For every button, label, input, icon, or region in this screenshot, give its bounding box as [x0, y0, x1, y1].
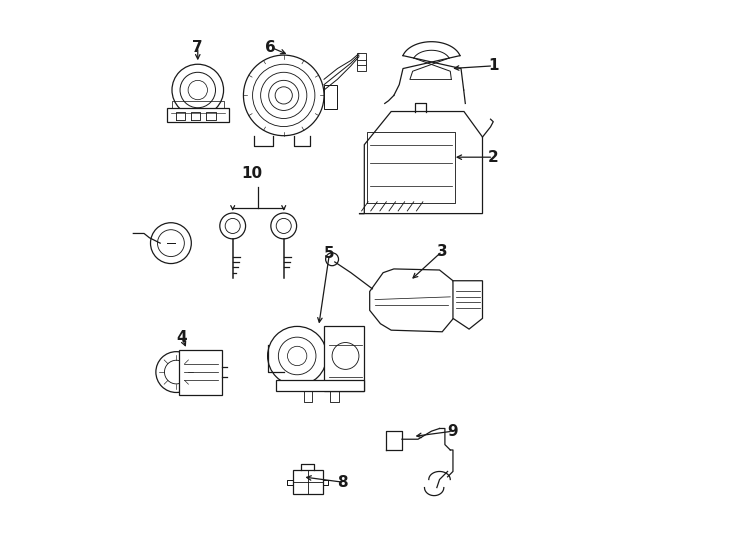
- Polygon shape: [453, 281, 482, 329]
- Text: 6: 6: [265, 39, 276, 55]
- Bar: [357, 64, 366, 71]
- Text: 2: 2: [488, 150, 498, 165]
- Bar: [357, 59, 366, 65]
- Polygon shape: [324, 326, 364, 391]
- Circle shape: [271, 213, 297, 239]
- Bar: [324, 85, 338, 109]
- Circle shape: [326, 253, 338, 266]
- Polygon shape: [276, 380, 364, 391]
- Circle shape: [150, 222, 192, 264]
- Circle shape: [219, 213, 246, 239]
- Polygon shape: [293, 470, 323, 494]
- Polygon shape: [179, 349, 222, 395]
- Circle shape: [268, 326, 327, 386]
- Polygon shape: [359, 112, 482, 214]
- Text: 1: 1: [488, 58, 498, 73]
- Text: 3: 3: [437, 244, 448, 259]
- Bar: [357, 53, 366, 60]
- Text: 10: 10: [241, 166, 262, 181]
- Text: 4: 4: [176, 329, 187, 345]
- Polygon shape: [167, 108, 229, 122]
- Circle shape: [156, 352, 197, 393]
- Circle shape: [172, 64, 224, 116]
- Text: 8: 8: [338, 475, 348, 490]
- Text: 9: 9: [448, 424, 458, 438]
- Circle shape: [244, 55, 324, 136]
- Text: 7: 7: [192, 39, 203, 55]
- Polygon shape: [370, 269, 458, 332]
- Text: 5: 5: [324, 246, 335, 261]
